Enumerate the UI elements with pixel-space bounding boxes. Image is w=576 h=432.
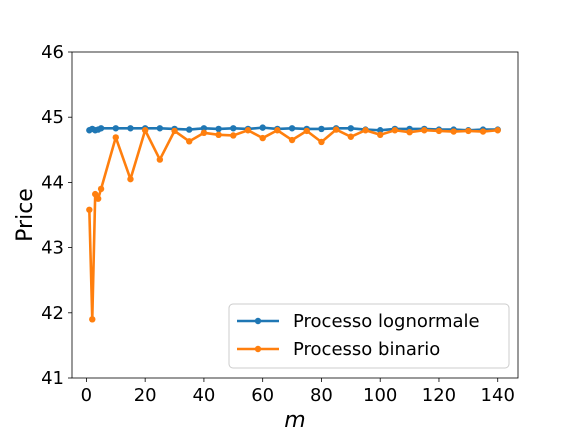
legend-items: Processo lognormale Processo binario — [237, 311, 480, 360]
data-point — [244, 127, 252, 134]
legend-item: Processo lognormale — [237, 311, 480, 332]
data-point — [288, 125, 296, 132]
x-axis-title: m — [284, 408, 305, 432]
data-point — [230, 132, 237, 139]
data-point — [186, 126, 193, 133]
data-point — [450, 128, 457, 135]
data-point — [215, 125, 222, 133]
data-point — [479, 128, 487, 135]
data-point — [303, 127, 310, 135]
y-tick-label: 42 — [41, 303, 64, 324]
data-point — [186, 138, 193, 145]
data-point — [259, 134, 266, 142]
data-point — [274, 127, 281, 134]
data-point — [200, 125, 208, 132]
x-tick-label: 140 — [481, 385, 515, 406]
data-point — [156, 156, 164, 163]
y-tick-label: 44 — [41, 172, 64, 193]
data-point — [230, 125, 237, 132]
data-point — [377, 127, 384, 134]
legend-item: Processo binario — [237, 339, 440, 360]
y-tick-label: 43 — [41, 238, 64, 259]
data-point — [141, 127, 149, 134]
data-point — [318, 138, 325, 146]
y-tick-label: 46 — [41, 42, 64, 63]
data-point — [215, 131, 222, 139]
data-point — [112, 125, 119, 132]
data-point — [97, 185, 105, 193]
data-point — [112, 134, 119, 141]
data-point — [347, 133, 355, 140]
data-point — [94, 195, 102, 202]
ticks-layer: 0 20 40 60 80 100 120 140 41 42 43 44 45 46 — [41, 42, 515, 406]
legend-box — [228, 303, 510, 369]
x-tick-label: 120 — [422, 385, 456, 406]
data-point — [377, 131, 384, 139]
series-1 — [86, 126, 501, 323]
legend: Processo lognormale Processo binario — [228, 303, 510, 369]
y-axis-title: Price — [13, 188, 38, 242]
data-point — [347, 125, 355, 132]
data-point — [421, 127, 428, 134]
data-point — [89, 316, 96, 323]
data-point — [171, 127, 178, 135]
data-point — [288, 136, 296, 144]
data-point — [332, 126, 340, 133]
y-tick-label: 45 — [41, 107, 64, 128]
data-point — [86, 206, 93, 213]
data-point — [362, 127, 369, 134]
data-point — [435, 127, 443, 135]
data-point — [127, 125, 134, 132]
series-line — [88, 128, 498, 321]
x-tick-label: 100 — [363, 385, 397, 406]
data-point — [127, 175, 134, 183]
x-tick-label: 80 — [310, 385, 333, 406]
data-point — [97, 125, 105, 132]
series-layer — [86, 124, 501, 323]
y-tick-label: 41 — [41, 368, 64, 389]
legend-swatch-marker — [254, 317, 262, 325]
data-point — [494, 127, 501, 134]
legend-label: Processo binario — [293, 339, 440, 360]
legend-swatch-marker — [254, 345, 262, 353]
x-tick-label: 0 — [81, 385, 92, 406]
plot-frame — [71, 51, 519, 379]
data-point — [391, 127, 399, 134]
legend-label: Processo lognormale — [293, 311, 480, 332]
x-tick-label: 40 — [192, 385, 215, 406]
data-point — [406, 128, 413, 136]
data-point — [318, 125, 325, 133]
data-point — [259, 124, 266, 131]
data-point — [156, 125, 164, 132]
data-point — [465, 127, 472, 135]
x-tick-label: 20 — [134, 385, 157, 406]
data-point — [200, 129, 208, 137]
data-point — [92, 190, 99, 198]
x-tick-label: 60 — [251, 385, 274, 406]
